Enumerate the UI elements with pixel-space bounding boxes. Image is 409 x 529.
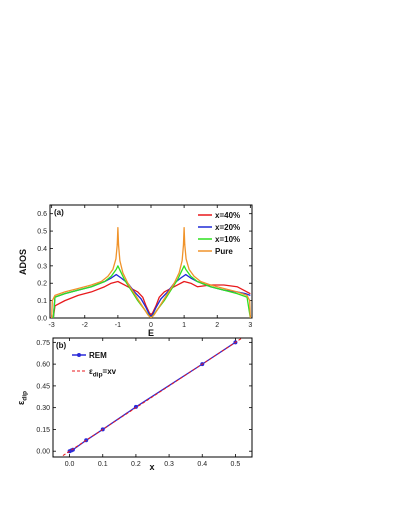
legend-label-x-10: x=10% bbox=[215, 235, 240, 244]
y-tick-label: 0.75 bbox=[36, 340, 50, 347]
x-tick-label: 0 bbox=[149, 322, 153, 329]
y-tick-label: 0.30 bbox=[36, 405, 50, 412]
y-tick-label: 0.60 bbox=[36, 362, 50, 369]
y-tick-label: 0.0 bbox=[37, 316, 47, 323]
series-line-x-20 bbox=[52, 273, 251, 318]
x-tick-label: 0.1 bbox=[98, 461, 108, 468]
panel-a-ylabel: ADOS bbox=[18, 249, 28, 275]
series-line-pure bbox=[51, 226, 251, 318]
x-tick-label: 0.5 bbox=[231, 461, 241, 468]
panel-a-xlabel: E bbox=[148, 328, 154, 338]
y-tick-label: 0.1 bbox=[37, 298, 47, 305]
x-tick-label: -1 bbox=[115, 322, 121, 329]
x-tick-label: 0.3 bbox=[164, 461, 174, 468]
legend-label-x-20: x=20% bbox=[215, 223, 240, 232]
y-tick-label: 0.5 bbox=[37, 229, 47, 236]
x-tick-label: 0.2 bbox=[131, 461, 141, 468]
panel-b-legend: REM εdip=xv bbox=[72, 351, 117, 379]
y-tick-label: 0.3 bbox=[37, 263, 47, 270]
y-tick-label: 0.4 bbox=[37, 246, 47, 253]
legend-label-rem: REM bbox=[89, 351, 107, 360]
y-tick-label: 0.15 bbox=[36, 427, 50, 434]
legend-label-x-40: x=40% bbox=[215, 211, 240, 220]
x-tick-label: -2 bbox=[82, 322, 88, 329]
legend-label-pure: Pure bbox=[215, 247, 233, 256]
panel-a-legend: x=40% x=20% x=10% Pure bbox=[198, 211, 240, 256]
plot-frame-b bbox=[52, 337, 253, 458]
legend-marker-rem bbox=[77, 353, 81, 357]
panel-b-xlabel: x bbox=[149, 462, 154, 472]
x-tick-label: 0.4 bbox=[197, 461, 207, 468]
panel-b-dipole-chart: 0.0 0.1 0.2 0.3 0.4 0.5 0.00 0.15 0.30 0.45 0.60 0.… bbox=[16, 337, 253, 472]
panel-b-series bbox=[62, 338, 243, 456]
plot-frame-a bbox=[49, 204, 253, 319]
x-tick-label: 1 bbox=[182, 322, 186, 329]
y-tick-label: 0.2 bbox=[37, 281, 47, 288]
y-tick-label: 0.45 bbox=[36, 383, 50, 390]
panel-a-ticks: -3 -2 -1 0 1 2 3 0.0 0.1 0.2 0.3 0.4 0.5 0.6 bbox=[37, 205, 252, 329]
panel-b-label: (b) bbox=[56, 341, 67, 350]
panel-a-series bbox=[51, 226, 251, 318]
x-tick-label: 0.0 bbox=[65, 461, 75, 468]
series-line-xv bbox=[62, 338, 243, 456]
panel-b-ylabel-main: ε bbox=[16, 400, 26, 405]
x-tick-label: 3 bbox=[248, 322, 252, 329]
panel-a-ados-chart: -3 -2 -1 0 1 2 3 0.0 0.1 0.2 0.3 0.4 0.5 0.6 (a) E AD… bbox=[18, 204, 253, 338]
panel-b-ticks: 0.0 0.1 0.2 0.3 0.4 0.5 0.00 0.15 0.30 0.45 0.60 0.… bbox=[36, 338, 252, 468]
y-tick-label: 0.6 bbox=[37, 211, 47, 218]
panel-b-ylabel-sub: dip bbox=[22, 391, 29, 401]
x-tick-label: -3 bbox=[49, 322, 55, 329]
panel-a-label: (a) bbox=[54, 208, 64, 217]
y-tick-label: 0.00 bbox=[36, 449, 50, 456]
x-tick-label: 2 bbox=[215, 322, 219, 329]
series-line-x-10 bbox=[52, 265, 251, 318]
legend-label-: εdip=xv bbox=[89, 367, 117, 379]
series-line-x-40 bbox=[52, 280, 251, 318]
panel-b-ylabel: εdip bbox=[16, 391, 29, 405]
